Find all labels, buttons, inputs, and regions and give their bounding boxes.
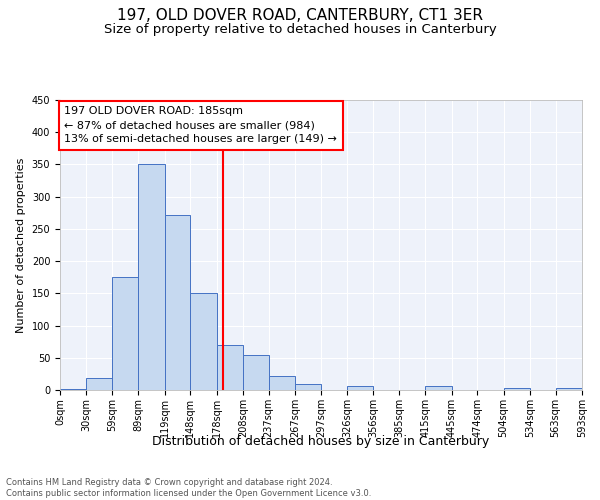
Text: Distribution of detached houses by size in Canterbury: Distribution of detached houses by size … xyxy=(152,435,490,448)
Bar xyxy=(425,386,452,390)
Bar xyxy=(139,164,165,390)
Bar xyxy=(112,277,139,390)
Text: Contains HM Land Registry data © Crown copyright and database right 2024.
Contai: Contains HM Land Registry data © Crown c… xyxy=(6,478,371,498)
Bar xyxy=(60,388,86,390)
Bar xyxy=(86,378,112,390)
Y-axis label: Number of detached properties: Number of detached properties xyxy=(16,158,26,332)
Bar xyxy=(217,345,243,390)
Bar xyxy=(347,386,373,390)
Bar xyxy=(556,388,582,390)
Bar xyxy=(243,354,269,390)
Text: 197 OLD DOVER ROAD: 185sqm
← 87% of detached houses are smaller (984)
13% of sem: 197 OLD DOVER ROAD: 185sqm ← 87% of deta… xyxy=(64,106,337,144)
Bar xyxy=(295,384,322,390)
Bar xyxy=(165,214,190,390)
Bar xyxy=(190,294,217,390)
Text: Size of property relative to detached houses in Canterbury: Size of property relative to detached ho… xyxy=(104,22,496,36)
Bar xyxy=(503,388,530,390)
Text: 197, OLD DOVER ROAD, CANTERBURY, CT1 3ER: 197, OLD DOVER ROAD, CANTERBURY, CT1 3ER xyxy=(117,8,483,22)
Bar xyxy=(269,376,295,390)
